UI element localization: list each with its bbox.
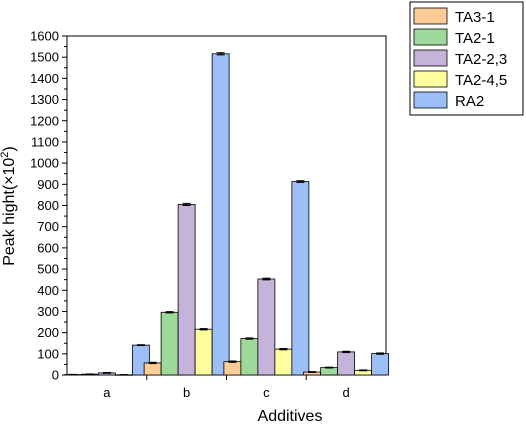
y-axis: 0 100 200 300 400 500 600 700 800 900 1000 1100 1200… — [30, 29, 67, 383]
bar — [211, 53, 230, 376]
bar — [177, 204, 196, 376]
y-tick-label: 1300 — [30, 92, 59, 107]
y-tick-label: 300 — [37, 304, 59, 319]
legend-swatch — [413, 49, 448, 67]
y-tick-label: 0 — [52, 368, 59, 383]
y-tick-label: 1500 — [30, 50, 59, 65]
legend-label: TA2-1 — [455, 30, 495, 47]
y-tick-label: 1600 — [30, 29, 59, 44]
y-tick-label: 700 — [37, 219, 59, 234]
y-tick-label: 200 — [37, 325, 59, 340]
legend-label: TA3-1 — [455, 9, 495, 26]
y-tick-label: 500 — [37, 262, 59, 277]
legend: TA3-1 TA2-1 TA2-2,3 TA2-4,5 RA2 — [409, 1, 524, 116]
bar — [320, 367, 339, 376]
legend-swatch — [413, 7, 448, 25]
y-tick-label: 100 — [37, 346, 59, 361]
y-tick-label: 1100 — [31, 134, 59, 149]
y-tick-label: 900 — [37, 177, 59, 192]
bar — [223, 361, 242, 376]
bar — [337, 351, 356, 376]
y-tick-label: 400 — [37, 283, 59, 298]
x-tick-label: d — [343, 385, 350, 400]
bar-series-group — [63, 52, 390, 376]
bar — [274, 348, 293, 376]
y-tick-label: 1200 — [30, 113, 59, 128]
legend-swatch — [413, 91, 448, 109]
bar — [257, 278, 276, 376]
x-axis: a b c d — [103, 375, 350, 400]
bar — [194, 328, 213, 376]
y-tick-label: 1000 — [30, 156, 59, 171]
bar — [160, 311, 179, 376]
bar — [240, 338, 259, 376]
x-tick-label: c — [263, 385, 270, 400]
legend-label: TA2-4,5 — [455, 72, 507, 89]
bar — [371, 353, 390, 376]
bar — [143, 362, 162, 376]
x-tick-label: b — [183, 385, 190, 400]
legend-swatch — [413, 28, 448, 46]
legend-label: TA2-2,3 — [455, 51, 507, 68]
bar — [291, 181, 310, 376]
y-axis-title: Peak hight(×102) — [0, 146, 18, 266]
x-axis-title: Additives — [258, 408, 323, 425]
legend-swatch — [413, 70, 448, 88]
y-tick-label: 800 — [37, 198, 59, 213]
y-tick-label: 1400 — [30, 71, 59, 86]
y-tick-label: 600 — [37, 240, 59, 255]
x-tick-label: a — [103, 385, 111, 400]
legend-label: RA2 — [455, 93, 484, 110]
